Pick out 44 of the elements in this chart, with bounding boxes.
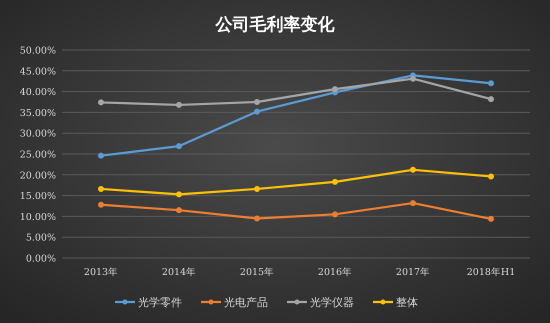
point [254, 215, 260, 222]
point [176, 191, 182, 198]
x-tick-label: 2014年 [162, 266, 196, 278]
point [410, 76, 416, 82]
point [488, 80, 494, 86]
point [488, 96, 494, 102]
point [410, 200, 416, 206]
y-tick-label: 0.00% [26, 254, 56, 264]
x-tick-label: 2016年 [318, 266, 352, 278]
point [488, 216, 494, 222]
chart-title: 公司毛利率变化 [214, 15, 336, 35]
x-tick-label: 2015年 [240, 266, 274, 278]
x-tick-label: 2013年 [84, 266, 118, 278]
point [410, 166, 416, 173]
point [254, 186, 260, 192]
y-tick-label: 35.00% [20, 108, 56, 119]
y-tick-label: 20.00% [20, 170, 56, 182]
legend-label: 光电产品 [224, 296, 268, 309]
point [176, 102, 182, 108]
y-tick-label: 10.00% [20, 212, 56, 223]
y-tick-label: 40.00% [20, 87, 56, 98]
point [98, 152, 104, 159]
y-tick-label: 30.00% [20, 128, 56, 140]
point [98, 202, 104, 208]
point [332, 211, 338, 218]
point [332, 178, 338, 185]
point [254, 108, 260, 115]
y-tick-label: 45.00% [20, 66, 56, 78]
x-tick-label: 2017年 [396, 266, 430, 278]
legend-label: 光学零件 [138, 296, 182, 309]
point [176, 207, 182, 214]
point [98, 186, 104, 192]
legend-label: 光学仪器 [310, 296, 354, 309]
y-tick-label: 50.00% [20, 46, 56, 56]
point [488, 173, 494, 180]
point [254, 99, 260, 105]
legend-label: 整体 [396, 296, 418, 309]
x-tick-label: 2018年H1 [466, 266, 516, 278]
point [176, 143, 182, 150]
point [98, 99, 104, 106]
y-tick-label: 25.00% [20, 150, 56, 160]
y-tick-label: 15.00% [20, 191, 56, 202]
point [332, 86, 338, 92]
y-tick-label: 5.00% [26, 232, 56, 244]
